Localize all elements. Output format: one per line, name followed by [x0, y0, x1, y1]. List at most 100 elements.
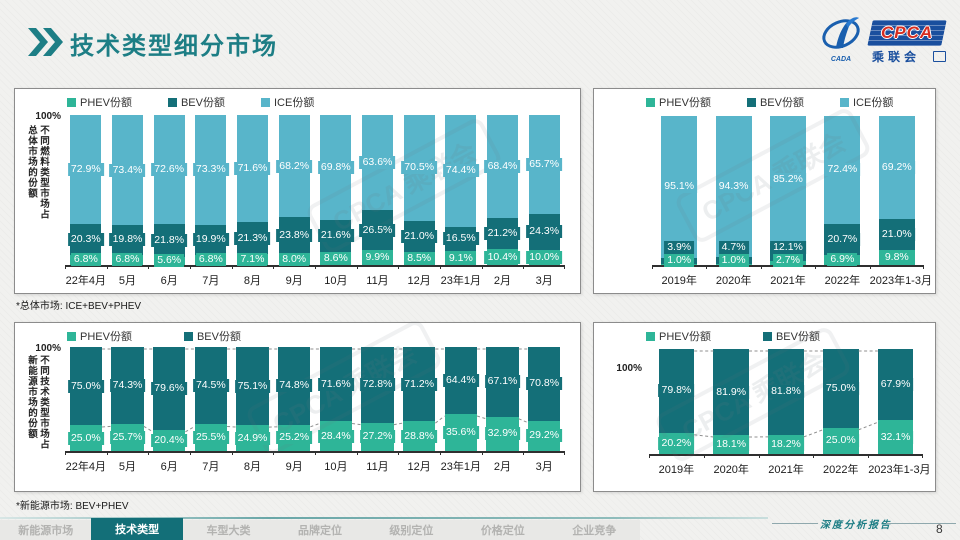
data-label: 69.2%	[878, 161, 915, 175]
data-label: 21.6%	[317, 229, 354, 243]
bar: 20.2% 79.8%	[658, 349, 695, 454]
axis-tick	[356, 265, 358, 269]
bar: 9.9% 26.5% 63.6%	[359, 115, 396, 265]
bar: 28.8% 71.2%	[401, 347, 438, 451]
data-label: 21.0%	[878, 228, 915, 242]
cpca-logo: CADA CPCA 乘联会	[816, 12, 948, 66]
page-number: 8	[936, 522, 943, 536]
chart-panel-fuel-monthly: PHEV份额 BEV份额 ICE份额 100% 不同燃料类型市场占 总体市场的份额 …	[14, 88, 581, 294]
bar: 2.7% 12.1% 85.2%	[770, 116, 806, 267]
legend-swatch-icon	[839, 97, 849, 107]
data-label: 69.8%	[317, 160, 354, 174]
axis-tick	[481, 265, 483, 269]
axis-tick	[706, 265, 708, 269]
nav-tab-价格定位[interactable]: 价格定位	[480, 525, 525, 537]
data-label: 3.9%	[664, 240, 695, 254]
data-label: 6.8%	[195, 253, 226, 267]
nav-tab-车型大类[interactable]: 车型大类	[206, 525, 251, 537]
axis-tick	[190, 265, 191, 269]
axis-tick	[813, 454, 815, 458]
data-label: 21.8%	[151, 233, 188, 247]
data-label: 71.6%	[234, 162, 271, 176]
footer-divider	[0, 517, 768, 519]
axis-tick	[564, 265, 565, 269]
y-axis-title: 不同燃料类型市场占 总体市场的份额	[26, 125, 49, 220]
nav-tab-新能源市场[interactable]: 新能源市场	[18, 525, 74, 537]
axis-tick	[523, 265, 525, 269]
x-axis-label: 7月	[202, 461, 220, 473]
data-label: 71.2%	[401, 377, 438, 391]
data-label: 28.8%	[401, 429, 438, 443]
data-label: 24.3%	[526, 225, 563, 239]
bar: 25.0% 75.0%	[822, 349, 859, 454]
data-label: 29.2%	[526, 429, 563, 443]
report-label-line-left	[772, 523, 818, 524]
axis-tick	[440, 265, 441, 269]
legend-item: PHEV份额	[67, 94, 132, 110]
data-label: 16.5%	[442, 232, 479, 246]
nav-tab-企业竞争[interactable]: 企业竞争	[572, 525, 617, 537]
chart-legend: PHEV份额 BEV份额 ICE份额	[67, 94, 314, 110]
data-label: 63.6%	[359, 156, 396, 170]
data-label: 35.6%	[442, 426, 479, 439]
x-axis-label: 3月	[535, 461, 553, 473]
nav-tab-品牌定位[interactable]: 品牌定位	[297, 525, 342, 537]
legend-item: BEV份额	[762, 328, 820, 344]
nav-tab-技术类型[interactable]: 技术类型	[91, 518, 183, 540]
report-label-line-right	[886, 523, 956, 524]
data-label: 7.1%	[237, 253, 268, 267]
data-label: 95.1%	[661, 180, 698, 194]
bar: 29.2% 70.8%	[526, 347, 563, 451]
chart-legend: PHEV份额 BEV份额 ICE份额	[646, 94, 893, 110]
bar: 25.5% 74.5%	[192, 347, 229, 451]
data-label: 21.3%	[234, 231, 271, 245]
x-axis-label: 9月	[285, 275, 303, 287]
data-label: 12.1%	[770, 240, 806, 254]
stacked-bar-plot: 6.8% 20.3% 72.9% 22年4月 6.8% 19.8% 73.4% 5月 5.6% 2…	[65, 115, 565, 287]
bar: 8.5% 21.0% 70.5%	[401, 115, 438, 266]
chart-legend: PHEV份额 BEV份额	[646, 328, 820, 344]
data-label: 9.1%	[445, 251, 476, 265]
axis-tick	[922, 454, 923, 458]
bar: 35.6% 64.4%	[442, 347, 479, 451]
legend-item: ICE份额	[260, 94, 315, 110]
page-title: 技术类型细分市场	[70, 33, 278, 60]
data-label: 73.3%	[192, 163, 229, 177]
data-label: 68.2%	[276, 159, 313, 173]
data-label: 74.8%	[276, 379, 313, 393]
axis-tick	[703, 454, 705, 458]
legend-swatch-icon	[646, 331, 655, 341]
axis-tick	[481, 451, 483, 455]
nav-tab-级别定位[interactable]: 级别定位	[389, 525, 434, 537]
axis-tick	[652, 265, 653, 269]
legend-label: ICE份额	[273, 97, 315, 109]
bar: 6.9% 20.7% 72.4%	[824, 116, 861, 267]
data-label: 9.9%	[362, 251, 393, 265]
axis-tick	[523, 451, 525, 455]
x-axis-label: 2022年	[823, 464, 859, 476]
data-label: 71.6%	[317, 377, 354, 391]
legend-swatch-icon	[167, 97, 177, 107]
data-label: 72.6%	[151, 162, 188, 176]
x-axis-label: 10月	[324, 275, 348, 287]
legend-item: PHEV份额	[646, 328, 711, 344]
data-label: 20.7%	[824, 232, 861, 246]
bar: 1.0% 4.7% 94.3%	[715, 116, 752, 267]
axis-tick	[815, 265, 817, 269]
axis-tick	[231, 451, 233, 455]
axis-tick	[65, 265, 66, 269]
data-label: 73.4%	[109, 163, 146, 177]
x-axis-label: 2022年	[824, 275, 861, 287]
data-label: 25.5%	[192, 431, 229, 445]
data-label: 72.9%	[67, 163, 104, 177]
report-label: 深度分析报告	[820, 520, 892, 531]
data-label: 67.1%	[484, 375, 521, 389]
data-label: 1.0%	[664, 254, 695, 267]
data-label: 67.9%	[877, 378, 914, 392]
data-label: 10.0%	[526, 251, 563, 264]
data-label: 6.8%	[70, 253, 101, 267]
axis-tick	[398, 451, 400, 455]
axis-tick	[148, 451, 150, 455]
y-axis-100-label: 100%	[616, 363, 642, 374]
axis-tick	[923, 265, 924, 269]
